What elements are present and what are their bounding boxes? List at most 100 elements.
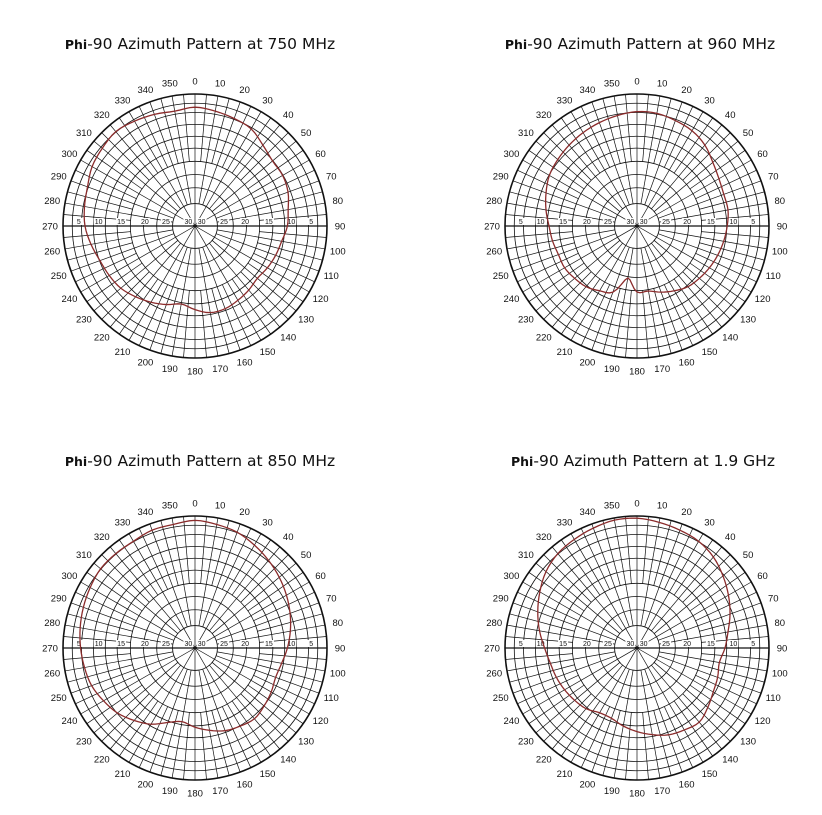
- grid-spoke: [543, 271, 592, 320]
- radiation-pattern-trace: [544, 110, 729, 294]
- grid-spoke: [194, 647, 310, 715]
- grid-spoke: [551, 124, 623, 210]
- radial-tick-label: 10: [95, 641, 103, 648]
- angle-tick-label: 120: [313, 716, 329, 727]
- radial-tick-label: 5: [751, 641, 755, 648]
- grid-spoke: [653, 562, 739, 634]
- radial-label-bg: [73, 640, 84, 647]
- grid-spoke: [657, 655, 762, 694]
- angle-tick-label: 350: [162, 79, 178, 90]
- grid-spoke: [211, 562, 297, 634]
- grid-spoke: [70, 233, 175, 272]
- angle-tick-label: 310: [518, 128, 534, 139]
- grid-spoke: [657, 233, 762, 272]
- angle-tick-label: 80: [775, 618, 786, 629]
- grid-spoke: [215, 602, 320, 641]
- grid-spoke: [640, 517, 661, 626]
- grid-spoke: [528, 150, 585, 190]
- grid-spoke: [602, 710, 621, 776]
- radial-label-bg: [581, 640, 592, 647]
- grid-spoke: [70, 655, 175, 694]
- radial-label-bg: [196, 640, 207, 647]
- angle-tick-label: 220: [94, 754, 110, 765]
- radial-label-bg: [728, 640, 739, 647]
- grid-spoke: [211, 98, 230, 164]
- grid-spoke: [551, 546, 623, 632]
- angle-tick-label: 290: [51, 594, 67, 605]
- grid-spoke: [215, 233, 320, 272]
- radial-label-bg: [581, 218, 592, 225]
- grid-spoke: [217, 624, 326, 645]
- grid-spoke: [67, 664, 133, 683]
- radial-label-bg: [306, 640, 317, 647]
- grid-spoke: [561, 700, 601, 757]
- grid-spoke: [70, 602, 175, 641]
- grid-spoke: [695, 169, 757, 199]
- radial-tick-label: 20: [583, 219, 591, 226]
- grid-spoke: [699, 242, 765, 261]
- radial-label-bg: [196, 218, 207, 225]
- chart-title-main: -90 Azimuth Pattern at 960 MHz: [527, 35, 775, 53]
- angle-tick-label: 140: [280, 332, 296, 343]
- radial-tick-label: 30: [185, 641, 193, 648]
- grid-spoke: [211, 662, 297, 734]
- radial-tick-label: 15: [265, 219, 273, 226]
- angle-tick-label: 50: [743, 128, 754, 139]
- grid-spoke: [535, 662, 621, 734]
- angle-tick-label: 110: [766, 693, 781, 704]
- grid-spoke: [640, 670, 661, 779]
- radial-tick-label: 25: [220, 219, 228, 226]
- angle-tick-label: 290: [493, 172, 509, 183]
- radial-label-bg: [116, 640, 127, 647]
- radial-tick-label: 15: [265, 641, 273, 648]
- grid-spoke: [664, 106, 694, 168]
- grid-spoke: [551, 242, 623, 328]
- grid-spoke: [673, 278, 713, 335]
- grid-spoke: [171, 95, 192, 204]
- grid-spoke: [200, 516, 207, 584]
- grid-spoke: [543, 693, 592, 742]
- grid-spoke: [86, 572, 143, 612]
- grid-spoke: [109, 664, 181, 750]
- grid-spoke: [699, 191, 765, 210]
- grid-spoke: [63, 653, 131, 660]
- grid-spoke: [80, 647, 196, 715]
- angle-tick-label: 40: [283, 532, 294, 543]
- grid-spoke: [128, 111, 196, 227]
- grid-spoke: [682, 693, 731, 742]
- grid-spoke: [651, 124, 723, 210]
- angle-tick-label: 240: [62, 716, 78, 727]
- grid-spoke: [211, 710, 230, 776]
- angle-tick-label: 120: [755, 294, 771, 305]
- grid-spoke: [512, 233, 617, 272]
- grid-spoke: [570, 533, 638, 649]
- grid-spoke: [64, 202, 173, 223]
- grid-spoke: [128, 225, 196, 341]
- grid-spoke: [506, 202, 615, 223]
- grid-spoke: [505, 231, 573, 238]
- radial-tick-label: 20: [683, 219, 691, 226]
- chart-title-850mhz: Phi-90 Azimuth Pattern at 850 MHz: [65, 452, 335, 470]
- radial-tick-label: 20: [141, 641, 149, 648]
- grid-spoke: [194, 159, 310, 227]
- grid-spoke: [561, 539, 601, 596]
- grid-spoke: [561, 117, 601, 174]
- grid-spoke: [653, 240, 739, 312]
- grid-spoke: [591, 246, 630, 351]
- angle-tick-label: 330: [115, 518, 131, 529]
- grid-spoke: [259, 653, 327, 660]
- grid-spoke: [247, 572, 304, 612]
- angle-tick-label: 320: [536, 532, 552, 543]
- angle-tick-label: 280: [44, 618, 60, 629]
- angle-tick-label: 240: [62, 294, 78, 305]
- angle-tick-label: 170: [654, 364, 670, 375]
- angle-tick-label: 250: [493, 693, 509, 704]
- angle-tick-label: 250: [493, 271, 509, 282]
- chart-title-prefix: Phi: [511, 454, 533, 469]
- radial-label-bg: [160, 640, 171, 647]
- grid-spoke: [80, 225, 196, 293]
- angle-tick-label: 140: [280, 754, 296, 765]
- grid-spoke: [636, 225, 704, 341]
- angle-tick-label: 70: [768, 594, 779, 605]
- grid-spoke: [636, 533, 704, 649]
